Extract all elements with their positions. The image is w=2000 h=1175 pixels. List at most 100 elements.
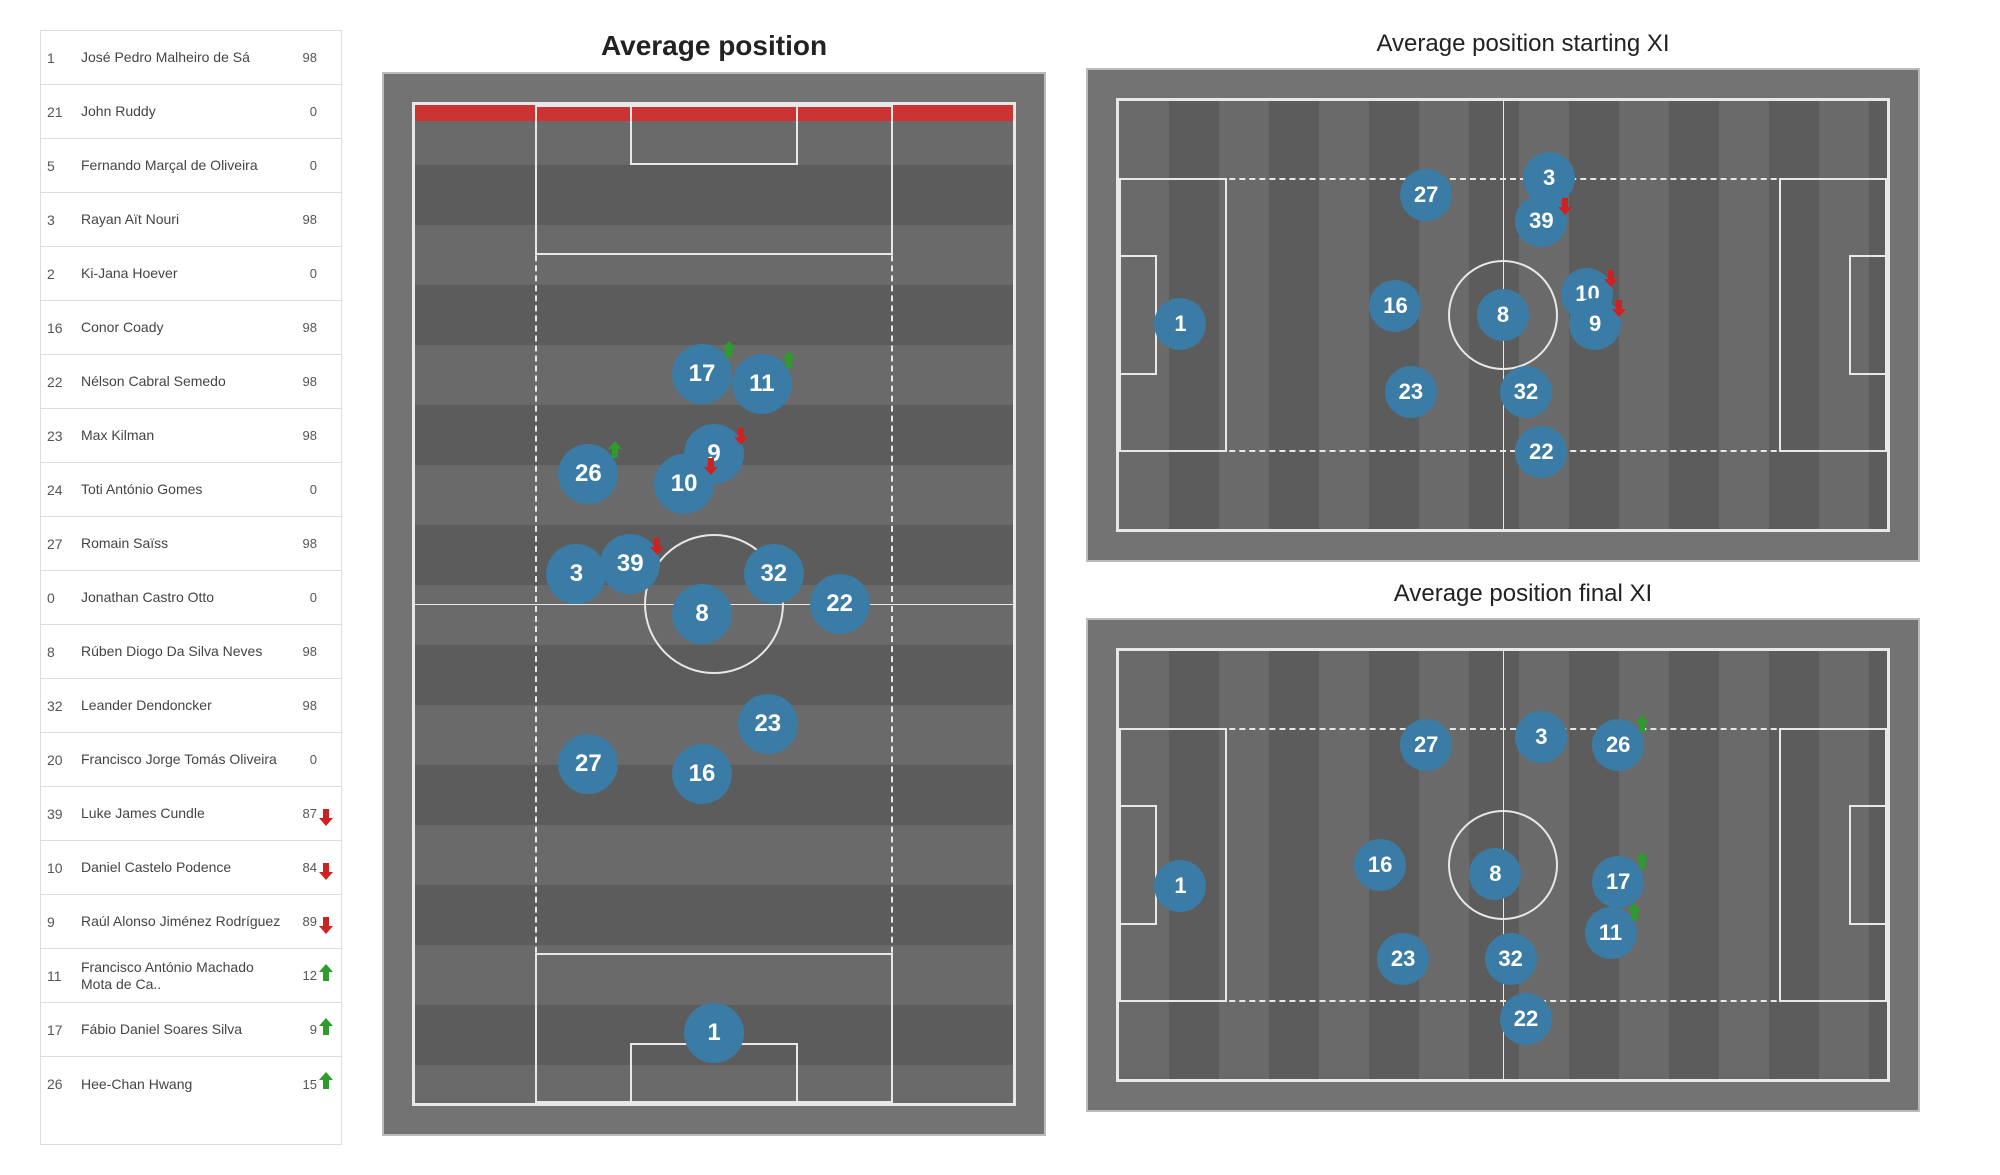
player-marker: 27 xyxy=(558,734,618,794)
player-name: Hee-Chan Hwang xyxy=(77,1072,289,1097)
pitch-marking xyxy=(1119,450,1887,452)
player-marker: 27 xyxy=(1400,719,1452,771)
player-name: Daniel Castelo Podence xyxy=(77,855,289,880)
sub-out-icon xyxy=(651,534,663,552)
player-number: 5 xyxy=(47,158,77,174)
player-marker: 23 xyxy=(738,694,798,754)
player-minutes: 0 xyxy=(289,752,317,767)
sub-in-icon xyxy=(320,1021,332,1039)
sub-out-icon xyxy=(320,859,332,877)
sub-arrow-cell xyxy=(317,1021,335,1039)
player-minutes: 98 xyxy=(289,320,317,335)
pitch-marking xyxy=(1119,728,1887,730)
player-number: 39 xyxy=(47,806,77,822)
sub-out-icon xyxy=(1605,266,1617,284)
pitch-marking xyxy=(1119,178,1887,180)
player-name: Raúl Alonso Jiménez Rodríguez xyxy=(77,909,289,934)
player-name: Fernando Marçal de Oliveira xyxy=(77,153,289,178)
table-row: 17Fábio Daniel Soares Silva9 xyxy=(41,1003,341,1057)
pitch-marking xyxy=(1119,255,1157,375)
player-number: 17 xyxy=(47,1022,77,1038)
sub-arrow-cell xyxy=(317,1075,335,1093)
table-row: 8Rúben Diogo Da Silva Neves98 xyxy=(41,625,341,679)
sub-in-icon xyxy=(1636,855,1648,873)
main-pitch-title: Average position xyxy=(382,30,1046,62)
starting-pitch-frame: 273391091681233222 xyxy=(1086,68,1920,562)
pitch-marking xyxy=(630,105,797,165)
sub-arrow-cell xyxy=(317,967,335,985)
player-minutes: 15 xyxy=(289,1077,317,1092)
sub-in-icon xyxy=(1628,906,1640,924)
sub-out-icon xyxy=(705,454,717,472)
player-name: Leander Dendoncker xyxy=(77,693,289,718)
player-marker: 22 xyxy=(1515,426,1567,478)
player-name: Conor Coady xyxy=(77,315,289,340)
player-number: 0 xyxy=(47,590,77,606)
player-minutes: 0 xyxy=(289,590,317,605)
main-pitch-frame: 171191026339832222327161 xyxy=(382,72,1046,1136)
player-marker: 32 xyxy=(744,544,804,604)
table-row: 11Francisco António Machado Mota de Ca..… xyxy=(41,949,341,1003)
player-minutes: 98 xyxy=(289,536,317,551)
sub-arrow-cell xyxy=(317,859,335,877)
player-number: 3 xyxy=(47,212,77,228)
player-number: 1 xyxy=(47,50,77,66)
player-marker: 32 xyxy=(1485,933,1537,985)
sub-arrow-cell xyxy=(317,805,335,823)
table-row: 27Romain Saïss98 xyxy=(41,517,341,571)
sub-in-icon xyxy=(1636,718,1648,736)
final-pitch-frame: 2732616811711233222 xyxy=(1086,618,1920,1112)
player-name: Ki-Jana Hoever xyxy=(77,261,289,286)
table-row: 22Nélson Cabral Semedo98 xyxy=(41,355,341,409)
table-row: 20Francisco Jorge Tomás Oliveira0 xyxy=(41,733,341,787)
player-name: Fábio Daniel Soares Silva xyxy=(77,1017,289,1042)
player-name: Luke James Cundle xyxy=(77,801,289,826)
pitch-marking xyxy=(891,105,893,1103)
player-marker: 16 xyxy=(1369,280,1421,332)
sub-out-icon xyxy=(320,805,332,823)
player-minutes: 98 xyxy=(289,698,317,713)
sub-in-icon xyxy=(723,344,735,362)
pitch-marking xyxy=(1849,805,1887,925)
table-row: 10Daniel Castelo Podence84 xyxy=(41,841,341,895)
table-row: 3Rayan Aït Nouri98 xyxy=(41,193,341,247)
player-name: Rayan Aït Nouri xyxy=(77,207,289,232)
player-number: 20 xyxy=(47,752,77,768)
table-row: 16Conor Coady98 xyxy=(41,301,341,355)
final-pitch-title: Average position final XI xyxy=(1086,580,1960,608)
player-name: Max Kilman xyxy=(77,423,289,448)
player-minutes: 87 xyxy=(289,806,317,821)
player-name: Rúben Diogo Da Silva Neves xyxy=(77,639,289,664)
player-minutes: 98 xyxy=(289,374,317,389)
player-marker: 16 xyxy=(672,744,732,804)
final-pitch: 2732616811711233222 xyxy=(1116,648,1890,1082)
player-minutes: 84 xyxy=(289,860,317,875)
player-marker: 1 xyxy=(1154,860,1206,912)
starting-pitch-title: Average position starting XI xyxy=(1086,30,1960,58)
player-marker: 22 xyxy=(1500,993,1552,1045)
table-row: 1José Pedro Malheiro de Sá98 xyxy=(41,31,341,85)
sub-out-icon xyxy=(1613,296,1625,314)
table-row: 32Leander Dendoncker98 xyxy=(41,679,341,733)
player-minutes: 98 xyxy=(289,428,317,443)
player-number: 10 xyxy=(47,860,77,876)
pitch-marking xyxy=(1119,805,1157,925)
sub-in-icon xyxy=(609,444,621,462)
player-marker: 16 xyxy=(1354,839,1406,891)
final-pitch-block: Average position final XI 27326168117112… xyxy=(1086,580,1960,1112)
table-row: 26Hee-Chan Hwang15 xyxy=(41,1057,341,1111)
table-row: 9Raúl Alonso Jiménez Rodríguez89 xyxy=(41,895,341,949)
player-number: 27 xyxy=(47,536,77,552)
player-number: 21 xyxy=(47,104,77,120)
player-marker: 23 xyxy=(1377,933,1429,985)
player-marker: 8 xyxy=(1477,289,1529,341)
player-marker: 32 xyxy=(1500,366,1552,418)
pitch-marking xyxy=(535,105,537,1103)
table-row: 2Ki-Jana Hoever0 xyxy=(41,247,341,301)
player-minutes: 9 xyxy=(289,1022,317,1037)
player-marker: 27 xyxy=(1400,169,1452,221)
squad-table: 1José Pedro Malheiro de Sá9821John Ruddy… xyxy=(40,30,342,1145)
sub-in-icon xyxy=(320,1075,332,1093)
player-marker: 3 xyxy=(1515,711,1567,763)
player-name: Toti António Gomes xyxy=(77,477,289,502)
